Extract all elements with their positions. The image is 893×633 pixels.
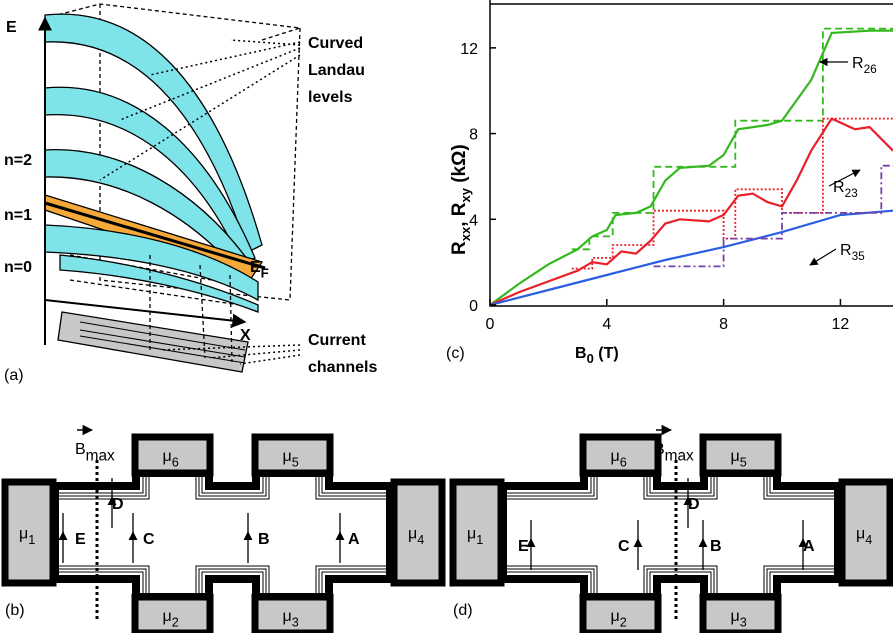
y-label-part: xy (458, 187, 473, 202)
y-tick-label: 0 (469, 298, 478, 315)
annotation-sub: 35 (852, 249, 866, 263)
fermi-label: EF (250, 259, 269, 281)
contact-label-sub: 4 (417, 533, 424, 547)
field-label-sub: max (665, 448, 694, 465)
note: Curved (308, 35, 363, 52)
contact-label-sub: 5 (740, 455, 747, 469)
note: Landau (308, 62, 365, 79)
axis-label: X (240, 327, 251, 344)
hall-bar-outline (503, 473, 838, 597)
point-label: C (618, 538, 630, 555)
annotation-main: R (852, 55, 864, 72)
axis-frame (490, 0, 893, 306)
panel-label: (b) (5, 602, 25, 619)
point-label: B (258, 531, 270, 548)
point-label: C (143, 531, 155, 548)
y-tick-label: 4 (469, 212, 478, 229)
annotation-main: R (833, 179, 845, 196)
point-label: D (688, 496, 700, 513)
y-label-part: , R (449, 202, 470, 227)
panel-label: (a) (4, 367, 24, 384)
annotation-sub: 23 (845, 186, 859, 200)
y-tick-label: 8 (469, 127, 478, 144)
series-line (490, 119, 893, 305)
contact-label-sub: 2 (172, 615, 179, 629)
y-label-part: xx (458, 226, 473, 241)
field-label-main: B (75, 441, 86, 458)
axis-label: E (6, 19, 17, 36)
contact-label-sub: 5 (292, 455, 299, 469)
x-label-sub: 0 (587, 351, 594, 366)
x-tick-label: 12 (832, 316, 850, 333)
contact-label-main: μ (467, 526, 476, 543)
fermi-label-sub: F (261, 266, 269, 281)
contact-label-main: μ (731, 608, 740, 625)
panel-label: (c) (446, 345, 465, 362)
point-label: A (348, 531, 360, 548)
field-label-sub: max (86, 448, 115, 465)
contact-label-main: μ (283, 608, 292, 625)
annotation-sub: 26 (864, 62, 878, 76)
contact-label-sub: 1 (28, 533, 35, 547)
contact-label-main: μ (856, 526, 865, 543)
annotation: R35 (840, 242, 865, 263)
x-label-unit: (T) (594, 345, 619, 362)
x-tick-label: 0 (486, 316, 495, 333)
level-label: n=0 (4, 259, 32, 276)
annotation: R26 (852, 55, 877, 76)
contact-label-main: μ (163, 448, 172, 465)
point-label: E (75, 531, 86, 548)
field-label: Bmax (75, 441, 115, 465)
panel-label: (d) (453, 602, 473, 619)
point-label: A (803, 538, 815, 555)
y-label-part: (kΩ) (449, 144, 470, 188)
field-label-main: B (654, 441, 665, 458)
x-tick-label: 8 (719, 316, 728, 333)
point-label: B (710, 538, 722, 555)
contact-label-main: μ (19, 526, 28, 543)
level-label: n=2 (4, 152, 32, 169)
plot-area (490, 29, 893, 305)
figure: EXn=2n=1n=0EFCurvedLandaulevelsCurrentch… (0, 0, 893, 633)
x-label-main: B (575, 345, 587, 362)
contact-label-sub: 4 (865, 533, 872, 547)
series-line (490, 31, 893, 305)
y-axis-label: Rxx, Rxy (kΩ) (449, 144, 473, 255)
contact-label-sub: 6 (172, 455, 179, 469)
contact-label-main: μ (163, 608, 172, 625)
point-label: D (112, 496, 124, 513)
contact-label-main: μ (283, 448, 292, 465)
y-label-part: R (449, 241, 470, 255)
contact-label-main: μ (611, 448, 620, 465)
note: Current (308, 332, 366, 349)
point-label: E (518, 538, 529, 555)
contact-label-main: μ (408, 526, 417, 543)
contact-label-sub: 3 (740, 615, 747, 629)
note: levels (308, 89, 353, 106)
x-axis-label: B0 (T) (575, 345, 619, 366)
fermi-label-main: E (250, 259, 261, 276)
annotation: R23 (833, 179, 858, 200)
contact-label-sub: 1 (476, 533, 483, 547)
contact-label-main: μ (611, 608, 620, 625)
contact-label-sub: 6 (620, 455, 627, 469)
note: channels (308, 359, 377, 376)
x-tick-label: 4 (602, 316, 611, 333)
y-tick-label: 12 (460, 41, 478, 58)
level-label: n=1 (4, 207, 32, 224)
contact-label-sub: 2 (620, 615, 627, 629)
annotation-main: R (840, 242, 852, 259)
contact-label-sub: 3 (292, 615, 299, 629)
annotation-arrow (810, 249, 836, 265)
series-line (490, 211, 893, 305)
contact-label-main: μ (731, 448, 740, 465)
